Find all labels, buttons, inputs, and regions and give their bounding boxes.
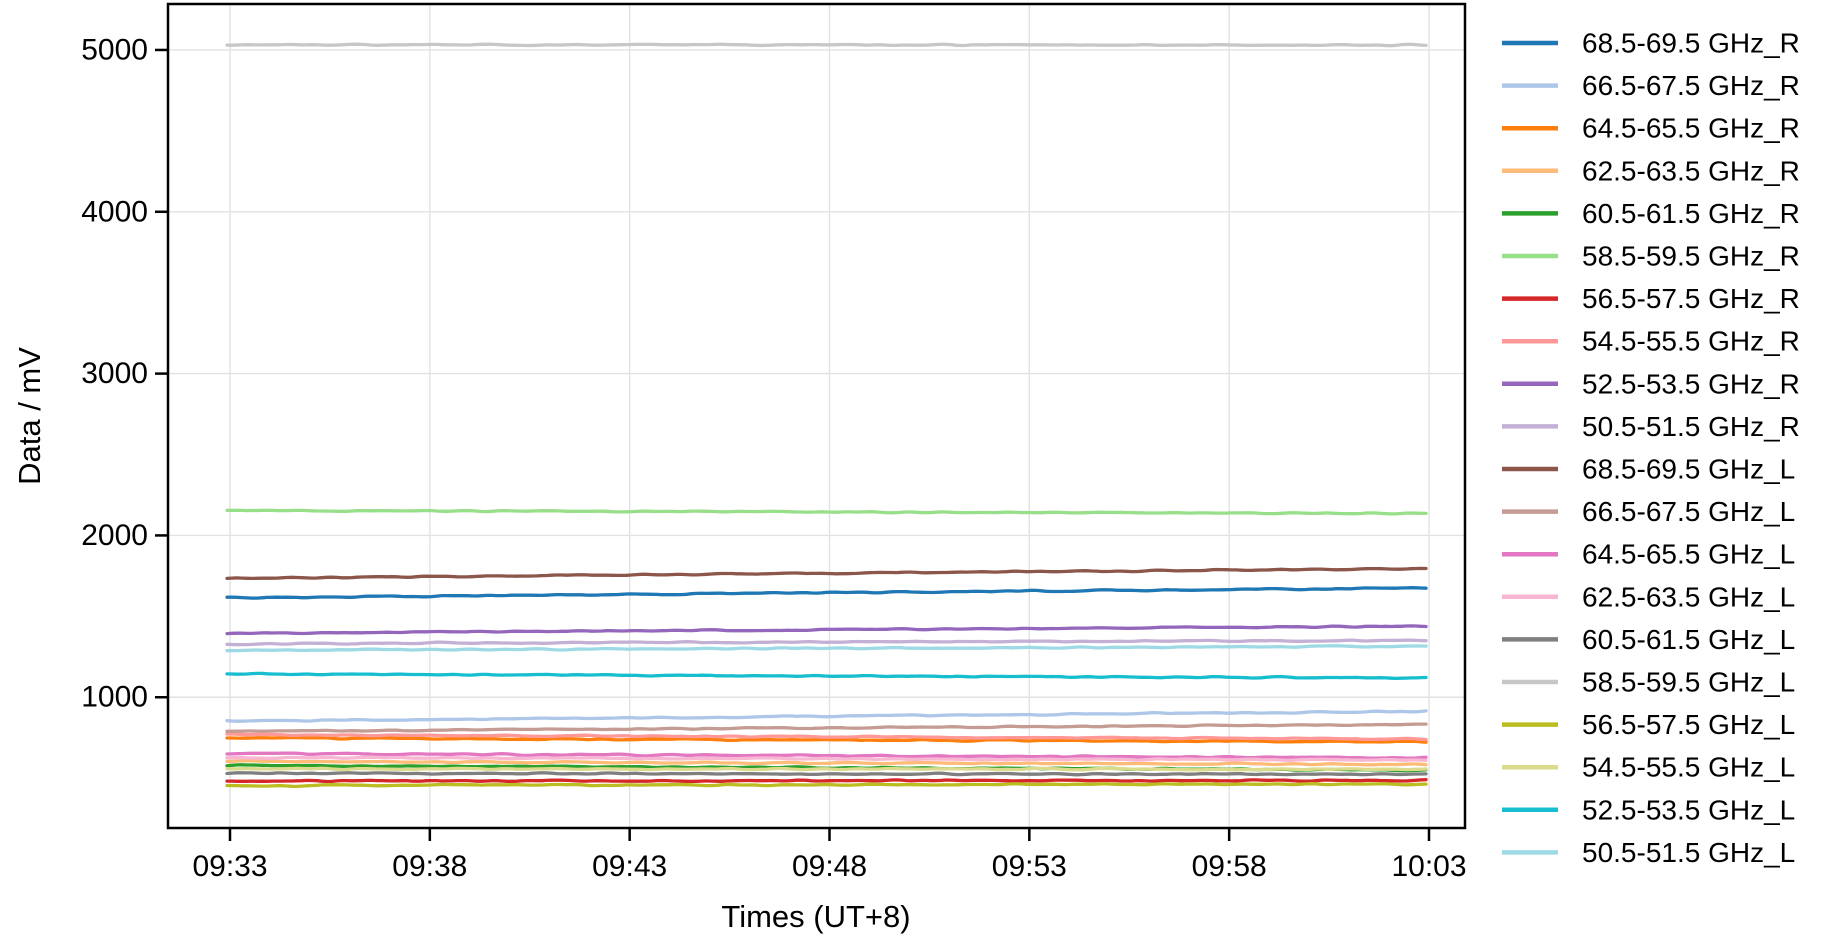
legend-label: 68.5-69.5 GHz_R [1582,28,1800,59]
series-line [225,771,1428,777]
y-tick-label: 1000 [81,681,148,714]
y-tick-label: 2000 [81,519,148,552]
legend-label: 58.5-59.5 GHz_R [1582,241,1800,272]
series-line [225,759,1428,767]
legend-item: 58.5-59.5 GHz_L [1502,667,1795,698]
legend-item: 66.5-67.5 GHz_L [1502,496,1795,527]
legend-label: 52.5-53.5 GHz_R [1582,368,1800,399]
series-line [225,732,1428,742]
legend-item: 58.5-59.5 GHz_R [1502,241,1800,272]
legend-label: 54.5-55.5 GHz_L [1582,752,1795,783]
y-tick-labels: 1000 2000 3000 4000 5000 [81,33,148,713]
legend-item: 60.5-61.5 GHz_R [1502,198,1800,229]
x-tick-label: 09:33 [192,850,267,883]
legend-label: 62.5-63.5 GHz_R [1582,155,1800,186]
series-line [225,782,1428,789]
legend-label: 58.5-59.5 GHz_L [1582,667,1795,698]
legend-label: 52.5-53.5 GHz_L [1582,794,1795,825]
legend-label: 66.5-67.5 GHz_L [1582,496,1795,527]
plot-border [166,2,1467,830]
series-line [225,778,1428,784]
gridlines [168,4,1465,828]
series-line [225,42,1428,48]
legend-item: 66.5-67.5 GHz_R [1502,70,1800,101]
legend-label: 64.5-65.5 GHz_L [1582,539,1795,570]
series-line [225,751,1428,760]
series-line [225,722,1428,733]
legend-item: 50.5-51.5 GHz_L [1502,837,1795,868]
y-axis-title: Data / mV [12,347,47,485]
legend-item: 56.5-57.5 GHz_L [1502,709,1795,740]
series-line [225,638,1428,647]
x-tick-label: 09:58 [1192,850,1267,883]
legend-label: 62.5-63.5 GHz_L [1582,581,1795,612]
series-line [225,735,1428,744]
series-line [225,671,1428,681]
legend-item: 52.5-53.5 GHz_L [1502,794,1795,825]
legend-label: 50.5-51.5 GHz_L [1582,837,1795,868]
axis-frame [166,2,1467,830]
y-tick-label: 3000 [81,357,148,390]
legend-label: 60.5-61.5 GHz_L [1582,624,1795,655]
legend-item: 68.5-69.5 GHz_R [1502,28,1800,59]
legend-item: 50.5-51.5 GHz_R [1502,411,1800,442]
legend-item: 62.5-63.5 GHz_L [1502,581,1795,612]
series-line [225,755,1428,763]
y-tick-label: 4000 [81,195,148,228]
legend-item: 54.5-55.5 GHz_L [1502,752,1795,783]
legend-label: 56.5-57.5 GHz_L [1582,709,1795,740]
x-tick-label: 09:43 [592,850,667,883]
x-tick-label: 10:03 [1391,850,1466,883]
x-axis-title: Times (UT+8) [721,899,910,934]
legend-label: 68.5-69.5 GHz_L [1582,454,1795,485]
series-line [225,624,1428,636]
legend: 68.5-69.5 GHz_R 66.5-67.5 GHz_R 64.5-65.5 … [1502,28,1800,868]
series-line [225,709,1428,723]
tick-marks [155,48,1431,841]
legend-item: 56.5-57.5 GHz_R [1502,283,1800,314]
plot-series [225,42,1428,789]
series-line [225,566,1428,581]
series-line [225,644,1428,653]
legend-item: 64.5-65.5 GHz_L [1502,539,1795,570]
legend-label: 56.5-57.5 GHz_R [1582,283,1800,314]
legend-item: 54.5-55.5 GHz_R [1502,326,1800,357]
legend-item: 52.5-53.5 GHz_R [1502,368,1800,399]
series-line [225,586,1428,600]
legend-item: 64.5-65.5 GHz_R [1502,113,1800,144]
x-tick-label: 09:53 [992,850,1067,883]
x-tick-label: 09:48 [792,850,867,883]
y-tick-label: 5000 [81,33,148,66]
x-tick-label: 09:38 [392,850,467,883]
legend-label: 66.5-67.5 GHz_R [1582,70,1800,101]
legend-label: 60.5-61.5 GHz_R [1582,198,1800,229]
series-line [225,508,1428,516]
series-line [225,766,1428,772]
legend-item: 68.5-69.5 GHz_L [1502,454,1795,485]
legend-label: 50.5-51.5 GHz_R [1582,411,1800,442]
legend-label: 54.5-55.5 GHz_R [1582,326,1800,357]
legend-label: 64.5-65.5 GHz_R [1582,113,1800,144]
legend-item: 60.5-61.5 GHz_L [1502,624,1795,655]
legend-item: 62.5-63.5 GHz_R [1502,155,1800,186]
x-tick-labels: 09:33 09:38 09:43 09:48 09:53 09:58 10:03 [192,850,1466,883]
